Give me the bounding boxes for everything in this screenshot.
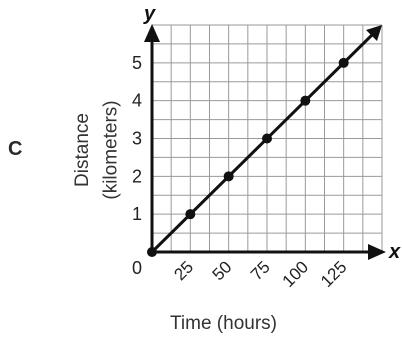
x-tick-label: 75 <box>247 257 274 284</box>
y-axis-name: y <box>143 3 156 25</box>
data-point <box>223 171 234 182</box>
y-tick-label: 3 <box>132 129 142 149</box>
y-tick-label: 2 <box>132 166 142 186</box>
data-point <box>262 133 272 144</box>
data-point <box>147 247 157 257</box>
axes: yx <box>143 3 401 263</box>
option-letter: C <box>8 138 23 160</box>
y-tick-label: 5 <box>132 53 142 73</box>
y-axis-arrow <box>144 24 160 42</box>
series-line-arrow <box>366 25 382 41</box>
y-tick-label: 4 <box>132 91 142 111</box>
y-axis-label: Distance (kilometers) <box>62 50 142 250</box>
data-point <box>300 95 311 106</box>
origin-label: 0 <box>132 258 142 278</box>
y-axis-label-line-2: (kilometers) <box>100 100 122 200</box>
x-tick-label: 125 <box>317 257 350 290</box>
x-tick-label: 25 <box>170 257 197 284</box>
grid <box>152 24 383 252</box>
x-axis-label: Time (hours) <box>170 313 277 334</box>
series <box>147 25 382 257</box>
x-tick-label: 100 <box>279 257 312 290</box>
data-point <box>338 57 349 68</box>
x-axis-name: x <box>388 241 401 263</box>
x-tick-label: 50 <box>209 257 236 284</box>
x-axis-arrow <box>368 244 386 260</box>
y-axis-label-line-1: Distance <box>71 113 93 187</box>
data-point <box>185 209 196 220</box>
y-tick-label: 1 <box>132 204 142 224</box>
